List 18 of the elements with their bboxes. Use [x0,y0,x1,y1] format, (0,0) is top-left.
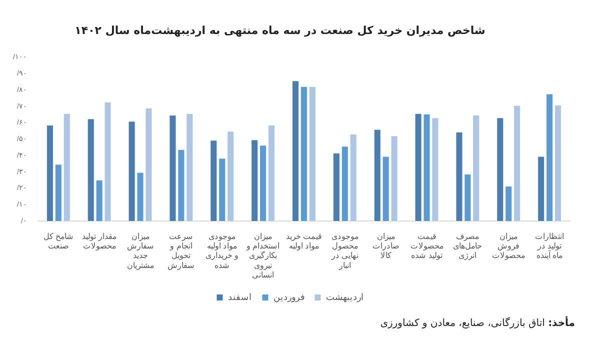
x-tick-label: قیمت خرید مواد اولیه [286,232,322,251]
x-tick-label: موجودی محصول نهایی در انبار [330,232,359,270]
x-tick-label: میزان سفارش جدید مشتریان [126,232,154,270]
x-tick-label: میزان فروش محصولات [492,232,526,260]
legend-label: اردیبهشت [326,292,364,303]
x-tick-label: سرعت انجام و تحویل سفارش [168,232,195,270]
x-tick-label: شامخ کل صنعت [43,232,74,251]
x-tick-label: میزان استخدام و بکارگیری نیروی انسانی [245,232,280,280]
x-tick-label: مصرف حامل‌های انرژی [453,232,482,260]
x-tick-label: مقدار تولید محصولات [82,232,116,251]
legend-label: اسفند [228,292,252,302]
x-tick-label: میزان صادرات کالا [372,232,400,260]
x-tick-label: قیمت محصولات تولید شده [410,232,444,260]
legend-label: فروردین [273,292,304,303]
text: مأخذ: اتاق بازرگانی، صنایع، معادن و کشاورزی [380,318,575,329]
x-tick-label: انتظارات تولید در ماه آینده [535,232,564,260]
x-tick-label: موجودی مواد اولیه و خریداری شده [206,232,239,270]
chart-title: شاخص مدیران خرید کل صنعت در سه ماه منتهی به اردیبهشت‌ماه سال ۱۴۰۲ [74,24,486,37]
